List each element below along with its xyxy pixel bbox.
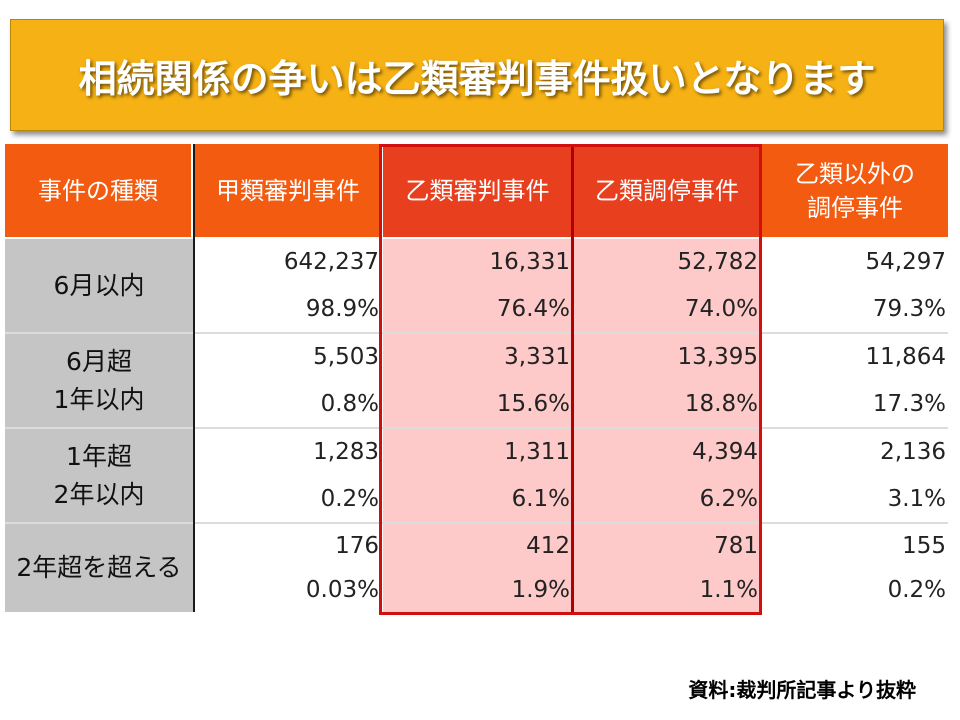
count-value: 155 [902, 533, 946, 559]
table-cell-bg [383, 429, 572, 522]
count-value: 52,782 [677, 249, 758, 276]
percent-value: 1.9% [511, 577, 570, 603]
row-divider [5, 427, 948, 429]
percent-value: 15.6% [496, 390, 570, 417]
count-value: 412 [526, 533, 570, 559]
table-cell-bg [574, 429, 760, 522]
table-cell-bg [195, 429, 381, 522]
table-cell-bg [195, 239, 381, 332]
percent-value: 17.3% [872, 390, 946, 417]
count-value: 1,311 [504, 439, 570, 466]
table-header-cell: 乙類調停事件 [574, 144, 760, 237]
row-divider [5, 332, 948, 334]
page-title: 相続関係の争いは乙類審判事件扱いとなります [78, 56, 876, 101]
percent-value: 0.8% [320, 390, 379, 417]
table-cell-bg [574, 334, 760, 427]
percent-value: 6.2% [699, 485, 758, 512]
table-cell-bg [383, 239, 572, 332]
table-cell-bg [762, 239, 948, 332]
row-divider [5, 522, 948, 524]
count-value: 54,297 [865, 249, 946, 276]
column-divider [193, 144, 195, 612]
table-cell-bg [195, 334, 381, 427]
percent-value: 6.1% [511, 485, 570, 512]
table-cell-bg [383, 524, 572, 612]
table-cell-bg [762, 334, 948, 427]
count-value: 11,864 [865, 344, 946, 371]
percent-value: 79.3% [872, 295, 946, 322]
count-value: 13,395 [677, 344, 758, 371]
percent-value: 3.1% [887, 485, 946, 512]
table-header-cell: 甲類審判事件 [195, 144, 381, 237]
source-note: 資料:裁判所記事より抜粋 [688, 678, 916, 702]
percent-value: 98.9% [305, 295, 379, 322]
count-value: 1,283 [313, 439, 379, 466]
percent-value: 1.1% [699, 577, 758, 603]
highlight-divider [571, 144, 574, 612]
percent-value: 0.2% [887, 577, 946, 603]
percent-value: 0.2% [320, 485, 379, 512]
count-value: 4,394 [692, 439, 758, 466]
count-value: 2,136 [880, 439, 946, 466]
column-divider [760, 144, 762, 612]
count-value: 3,331 [504, 344, 570, 371]
table-header-cell: 乙類審判事件 [383, 144, 572, 237]
percent-value: 0.03% [305, 577, 379, 603]
table-cell-bg [195, 524, 381, 612]
count-value: 642,237 [283, 249, 379, 276]
table-cell-bg [762, 524, 948, 612]
count-value: 781 [714, 533, 758, 559]
count-value: 5,503 [313, 344, 379, 371]
row-label: 6月超 1年以内 [5, 334, 193, 427]
row-label: 1年超 2年以内 [5, 429, 193, 522]
percent-value: 18.8% [684, 390, 758, 417]
table-header-cell: 乙類以外の 調停事件 [762, 144, 948, 237]
title-banner: 相続関係の争いは乙類審判事件扱いとなります [10, 19, 944, 131]
count-value: 16,331 [489, 249, 570, 276]
percent-value: 76.4% [496, 295, 570, 322]
table-cell-bg [762, 429, 948, 522]
table-cell-bg [574, 239, 760, 332]
row-label: 6月以内 [5, 239, 193, 332]
table-header-cell: 事件の種類 [5, 144, 191, 237]
percent-value: 74.0% [684, 295, 758, 322]
table-cell-bg [574, 524, 760, 612]
row-label: 2年超を超える [5, 524, 193, 612]
table-cell-bg [383, 334, 572, 427]
count-value: 176 [335, 533, 379, 559]
